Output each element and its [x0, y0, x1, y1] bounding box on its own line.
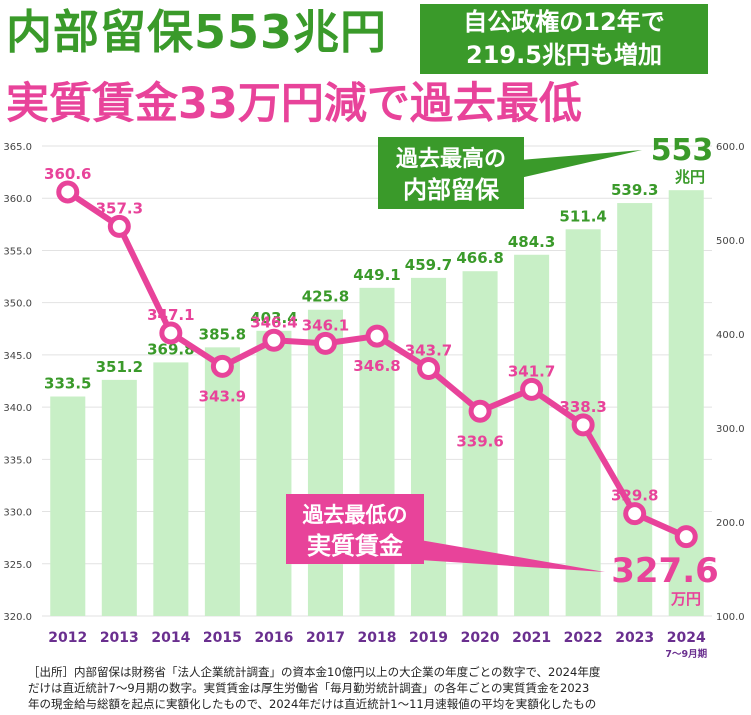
high-callout-line1: 過去最高の — [396, 146, 506, 172]
high-callout-pointer — [520, 150, 642, 178]
wage-point-2022 — [571, 413, 595, 437]
wage-point-2019 — [417, 356, 441, 380]
line-value-label: 343.9 — [199, 387, 246, 405]
line-value-label: 357.3 — [96, 199, 143, 217]
bar-value-label: 449.1 — [353, 266, 400, 284]
low-value-unit: 万円 — [670, 590, 701, 608]
footnote-line3: 年の現金給与総額を起点に実額化したもので、2024年だけは直近統計1～11月速報… — [28, 697, 597, 711]
x-tick-label: 2019 — [409, 630, 448, 646]
bar-value-label: 333.5 — [44, 375, 91, 393]
high-value-unit: 兆円 — [675, 168, 705, 186]
line-value-label: 346.8 — [353, 357, 400, 375]
wage-point-2023 — [623, 502, 647, 526]
increase-callout: 自公政権の12年で 219.5兆円も増加 — [420, 4, 708, 74]
left-axis-tick-label: 320.0 — [3, 612, 32, 623]
x-tick-label: 2016 — [254, 630, 293, 646]
wage-point-2014 — [159, 321, 183, 345]
wage-point-2021 — [520, 377, 544, 401]
wage-point-2017 — [313, 331, 337, 355]
x-tick-label: 2020 — [461, 630, 500, 646]
right-axis-tick-label: 600.0 — [716, 142, 745, 153]
line-value-label: 347.1 — [147, 306, 194, 324]
wage-point-2012 — [56, 180, 80, 204]
high-callout-box — [378, 137, 524, 209]
left-axis-tick-label: 340.0 — [3, 403, 32, 414]
right-axis-tick-label: 300.0 — [716, 424, 745, 435]
high-callout-line2: 内部留保 — [403, 176, 500, 204]
wage-point-2018 — [365, 324, 389, 348]
bar-value-label: 539.3 — [611, 181, 658, 199]
x-tick-label: 2013 — [100, 630, 139, 646]
page-subtitle: 実質賃金33万円減で過去最低 — [6, 79, 582, 129]
footnote-line1: ［出所］内部留保は財務省「法人企業統計調査」の資本金10億円以上の大企業の年度ご… — [28, 665, 601, 679]
left-axis-tick-label: 365.0 — [3, 142, 32, 153]
page-title: 内部留保553兆円 — [6, 5, 388, 59]
line-value-label: 346.4 — [250, 313, 297, 331]
left-axis-tick-label: 350.0 — [3, 299, 32, 310]
right-axis-tick-label: 100.0 — [716, 612, 745, 623]
x-tick-label: 2017 — [306, 630, 345, 646]
bar-2015 — [204, 347, 240, 616]
increase-callout-line1: 自公政権の12年で — [463, 8, 665, 36]
x-tick-label: 2015 — [203, 630, 242, 646]
low-callout-pointer — [420, 540, 605, 572]
wage-point-2013 — [107, 214, 131, 238]
bar-value-label: 403.4 — [250, 309, 297, 327]
bar-value-label: 511.4 — [559, 207, 606, 225]
x-tick-sublabel: 7～9月期 — [665, 648, 707, 660]
low-callout-line2: 実質賃金 — [307, 532, 404, 560]
x-tick-label: 2023 — [615, 630, 654, 646]
low-callout-line1: 過去最低の — [303, 503, 408, 527]
bar-value-label: 369.8 — [147, 340, 194, 358]
bar-2016 — [256, 330, 292, 616]
left-axis-tick-label: 335.0 — [3, 455, 32, 466]
bar-2021 — [514, 254, 550, 616]
bar-2017 — [307, 309, 343, 616]
bar-value-label: 466.8 — [456, 249, 503, 267]
line-value-label: 343.7 — [405, 341, 452, 359]
x-tick-label: 2012 — [48, 630, 87, 646]
left-axis-tick-label: 360.0 — [3, 194, 32, 205]
right-axis-tick-label: 500.0 — [716, 236, 745, 247]
bar-2014 — [153, 362, 189, 616]
x-tick-label: 2014 — [151, 630, 190, 646]
x-tick-label: 2024 — [667, 630, 706, 646]
bar-value-label: 351.2 — [96, 358, 143, 376]
x-tick-label: 2021 — [512, 630, 551, 646]
left-axis-tick-label: 345.0 — [3, 351, 32, 362]
bar-2019 — [411, 277, 447, 616]
line-value-label: 346.1 — [302, 316, 349, 334]
bar-2012 — [50, 396, 86, 616]
low-callout-box — [286, 494, 424, 564]
line-value-label: 339.6 — [456, 432, 503, 450]
bar-2023 — [617, 203, 653, 617]
low-value: 327.6 — [611, 551, 719, 591]
line-value-label: 329.8 — [611, 487, 658, 505]
high-value: 553 — [651, 133, 714, 168]
left-axis-tick-label: 325.0 — [3, 560, 32, 571]
right-axis-tick-label: 200.0 — [716, 518, 745, 529]
bar-2013 — [101, 379, 137, 616]
line-value-label: 360.6 — [44, 165, 91, 183]
line-value-label: 341.7 — [508, 362, 555, 380]
wage-point-2020 — [468, 399, 492, 423]
right-axis-tick-label: 400.0 — [716, 330, 745, 341]
wage-point-2016 — [262, 328, 286, 352]
bar-value-label: 459.7 — [405, 256, 452, 274]
bar-value-label: 484.3 — [508, 233, 555, 251]
source-footnote: ［出所］内部留保は財務省「法人企業統計調査」の資本金10億円以上の大企業の年度ご… — [28, 664, 728, 712]
bar-value-label: 385.8 — [199, 325, 246, 343]
left-axis-tick-label: 355.0 — [3, 246, 32, 257]
line-value-label: 338.3 — [559, 398, 606, 416]
x-tick-label: 2018 — [358, 630, 397, 646]
wage-point-2015 — [210, 354, 234, 378]
left-axis-tick-label: 330.0 — [3, 508, 32, 519]
x-tick-label: 2022 — [564, 630, 603, 646]
wage-point-2024 — [674, 525, 698, 549]
bar-value-label: 425.8 — [302, 288, 349, 306]
increase-callout-line2: 219.5兆円も増加 — [466, 41, 662, 69]
footnote-line2: だけは直近統計7～9月期の数字。実質賃金は厚生労働省「毎月勤労統計調査」の各年ご… — [28, 681, 590, 695]
